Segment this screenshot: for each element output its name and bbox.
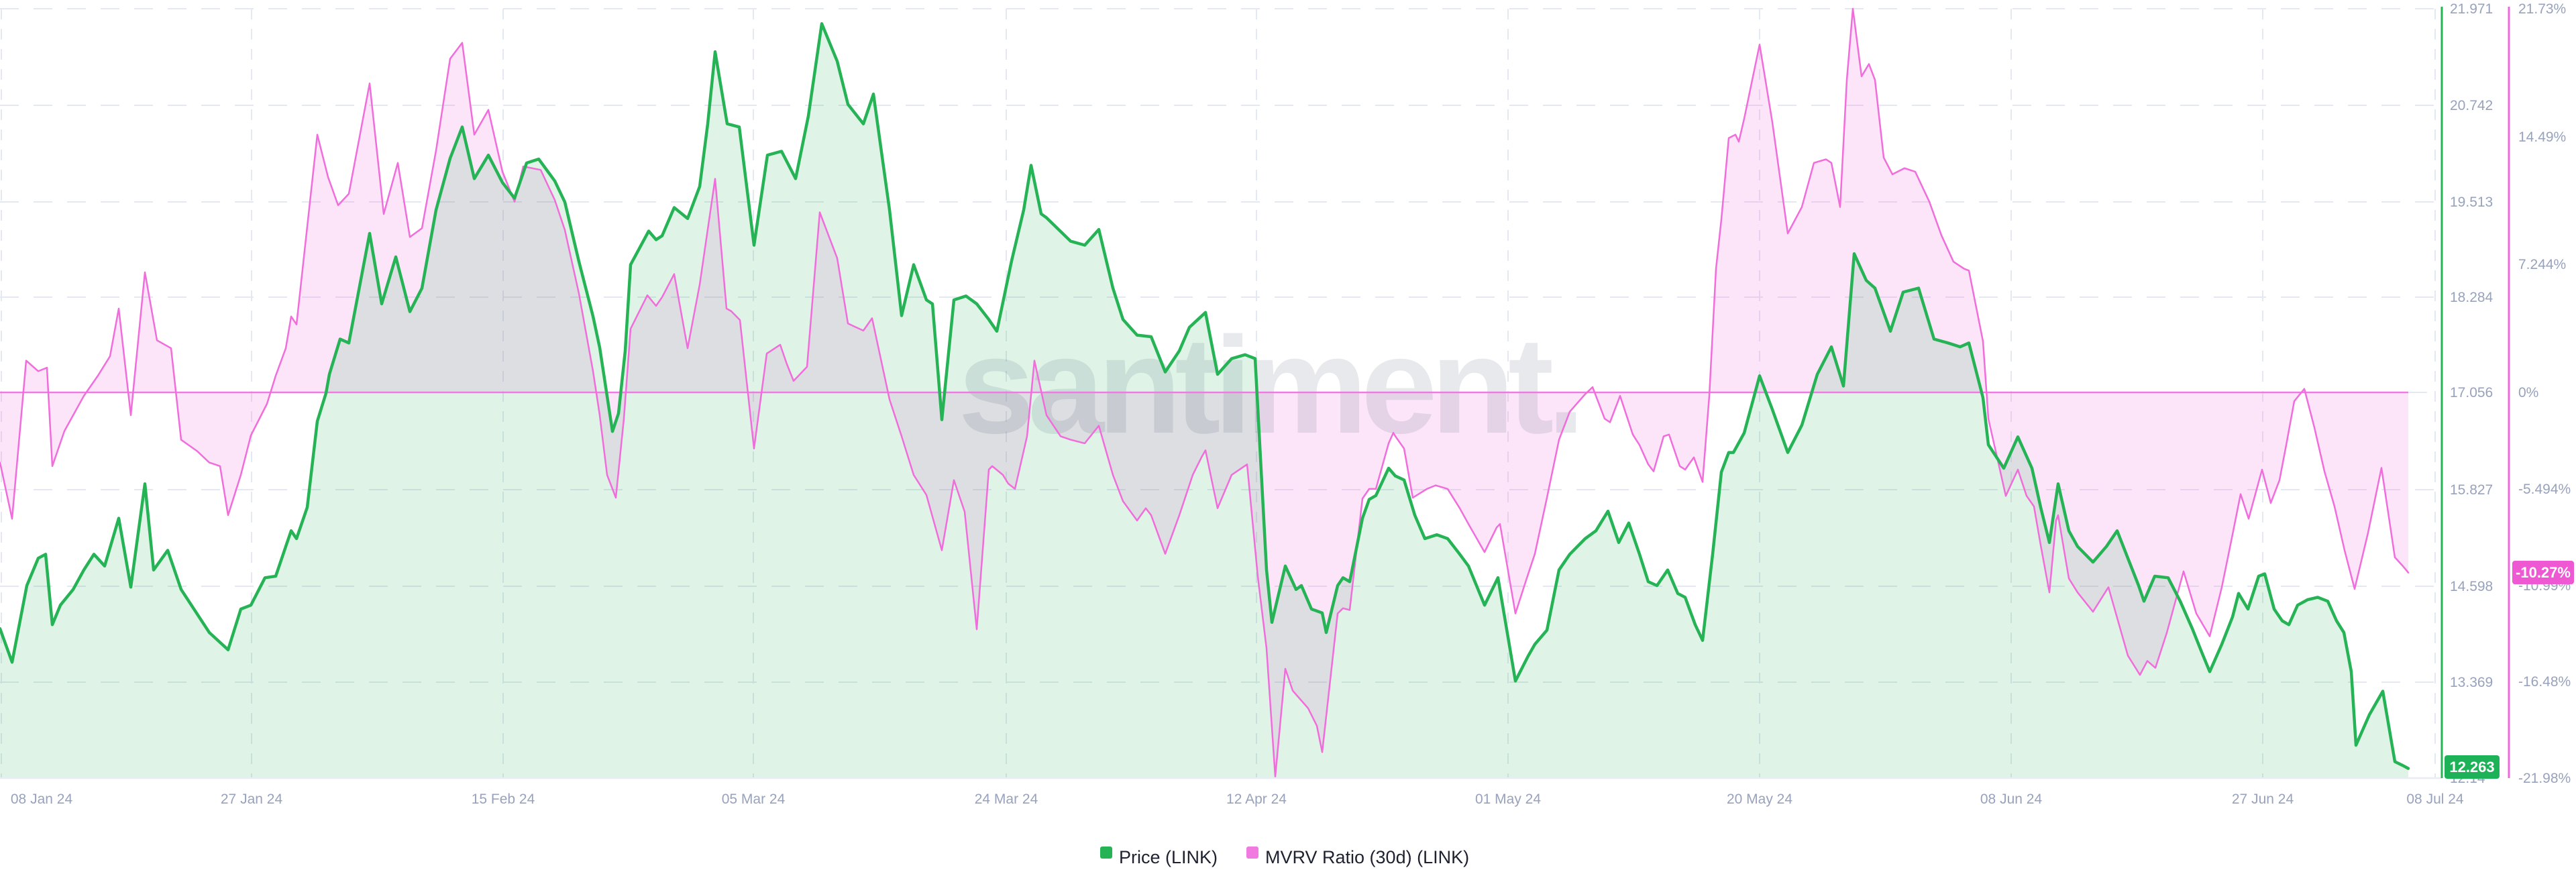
price-badge-value: 12.263 [2449,759,2494,775]
date-tick: 27 Jun 24 [2232,792,2294,807]
date-tick: 15 Feb 24 [472,792,535,807]
plot-area[interactable] [0,9,2442,778]
mvrv-legend-swatch-icon [1246,847,1258,859]
price-tick: 15.827 [2450,482,2493,498]
mvrv-badge-value: -10.27% [2516,564,2571,581]
date-tick: 27 Jan 24 [221,792,283,807]
date-axis-labels: 08 Jan 24 27 Jan 24 15 Feb 24 05 Mar 24 … [11,792,2464,807]
price-tick: 13.369 [2450,675,2493,690]
pct-tick: -21.98% [2518,771,2571,786]
date-tick: 20 May 24 [1727,792,1792,807]
price-tick: 18.284 [2450,290,2493,305]
price-line [0,22,2410,770]
pct-tick: 7.244% [2518,257,2566,272]
mvrv-badge-background [2512,561,2574,584]
price-area-fill [0,23,2408,778]
pct-tick: -5.494% [2518,482,2571,497]
pct-tick: 0% [2518,385,2538,400]
date-tick: 24 Mar 24 [975,792,1038,807]
mvrv-current-badge: -10.27% [2512,561,2574,584]
date-tick: 08 Jul 24 [2406,792,2464,807]
date-tick: 01 May 24 [1475,792,1541,807]
pct-axis-labels: 21.73% 14.49% 7.244% 0% -5.494% -10.99% … [2518,1,2571,786]
legend-item-price[interactable]: Price (LINK) [1100,847,1218,867]
price-tick: 19.513 [2450,195,2493,210]
legend-item-label: Price (LINK) [1119,847,1218,867]
price-tick: 20.742 [2450,98,2493,113]
date-tick: 08 Jan 24 [11,792,73,807]
price-tick: 21.971 [2450,1,2493,17]
pct-tick: 21.73% [2518,1,2566,17]
price-legend-swatch-icon [1100,847,1112,859]
legend-item-label: MVRV Ratio (30d) (LINK) [1265,847,1469,867]
santiment-watermark: santiment. [958,309,1578,462]
price-current-badge: 12.263 [2445,755,2500,779]
date-tick: 05 Mar 24 [722,792,786,807]
price-tick: 14.598 [2450,579,2493,594]
mvrv-line [0,7,2410,778]
price-tick: 17.056 [2450,385,2493,400]
legend-item-mvrv[interactable]: MVRV Ratio (30d) (LINK) [1246,847,1469,867]
date-tick: 08 Jun 24 [1980,792,2043,807]
price-badge-background [2445,755,2500,779]
pct-tick: 14.49% [2518,129,2566,145]
date-tick: 12 Apr 24 [1226,792,1287,807]
pct-tick: -16.48% [2518,674,2571,690]
price-axis-labels: 21.971 20.742 19.513 18.284 17.056 15.82… [2450,1,2493,786]
vertical-gridlines [1,9,2436,778]
chart-legend: Price (LINK) MVRV Ratio (30d) (LINK) [1100,847,1469,867]
